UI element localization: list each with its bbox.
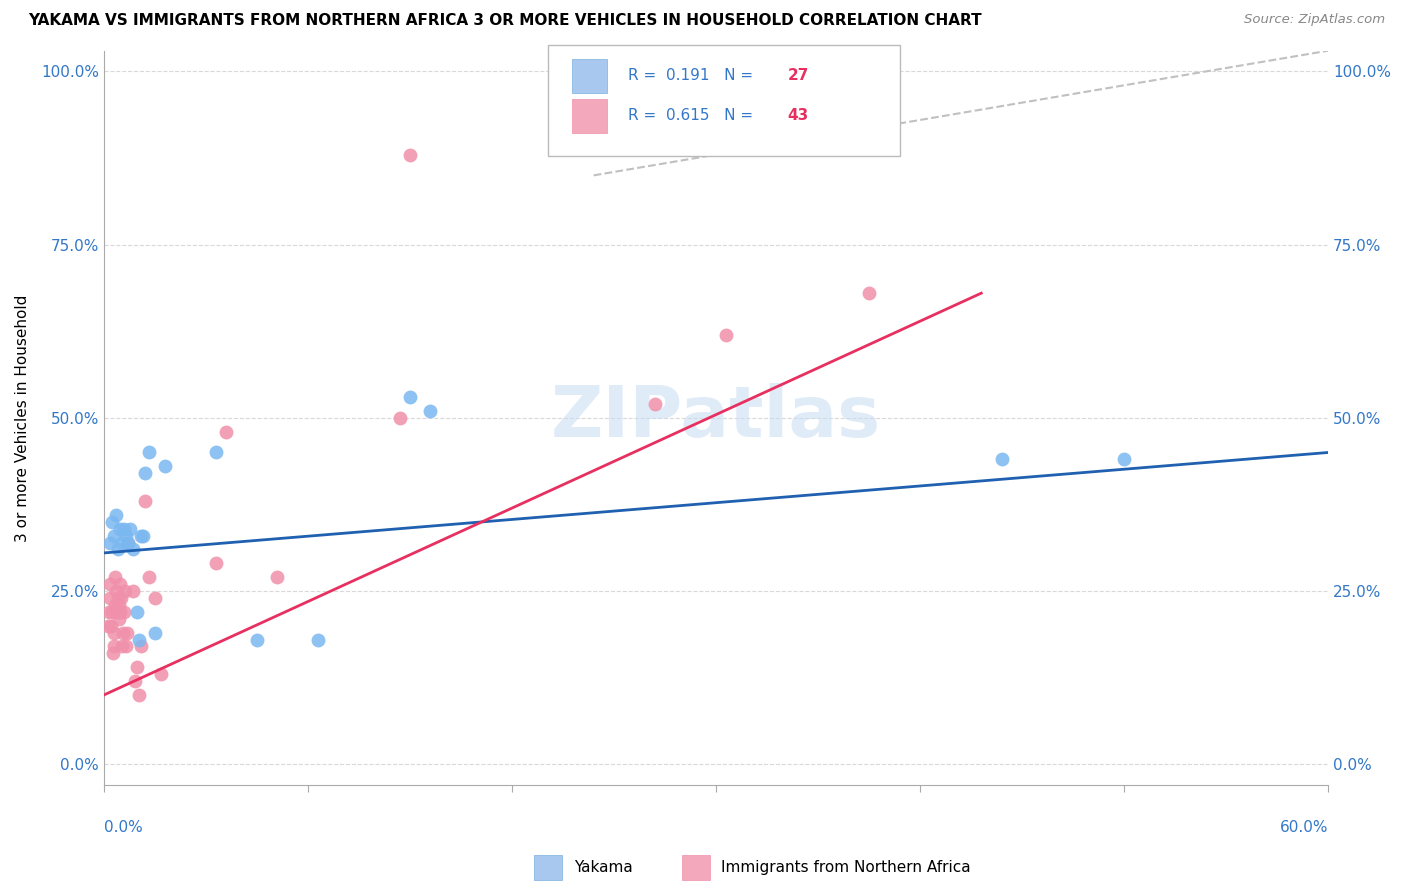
Point [205, 445, 228, 459]
Point [128, 632, 150, 647]
Point [112, 625, 135, 640]
Text: 43: 43 [787, 109, 808, 123]
Point [98, 591, 121, 605]
Point [124, 674, 146, 689]
Point [132, 528, 155, 542]
Point [107, 591, 129, 605]
Point [101, 646, 124, 660]
Point [716, 327, 738, 342]
Point [117, 535, 139, 549]
Point [143, 591, 166, 605]
Text: R =  0.191   N =: R = 0.191 N = [628, 69, 758, 83]
Text: 60.0%: 60.0% [1279, 820, 1329, 835]
Point [103, 640, 125, 654]
Y-axis label: 3 or more Vehicles in Household: 3 or more Vehicles in Household [15, 294, 30, 541]
Point [125, 605, 148, 619]
Point [134, 494, 156, 508]
Point [110, 605, 132, 619]
Point [266, 570, 288, 584]
Point [111, 535, 134, 549]
Point [117, 625, 139, 640]
Point [858, 286, 880, 301]
Point [97, 618, 120, 632]
Point [98, 535, 121, 549]
Point [103, 625, 125, 640]
Text: 27: 27 [787, 69, 808, 83]
Point [103, 570, 125, 584]
Point [150, 667, 173, 681]
Point [399, 390, 422, 404]
Point [115, 528, 138, 542]
Point [134, 467, 156, 481]
Point [399, 147, 422, 161]
Point [388, 410, 411, 425]
Point [105, 508, 128, 522]
Point [98, 605, 121, 619]
Point [100, 618, 122, 632]
Point [114, 584, 136, 599]
Point [121, 542, 143, 557]
Point [246, 632, 269, 647]
Point [110, 522, 132, 536]
Point [107, 542, 129, 557]
Point [98, 577, 121, 591]
Point [107, 612, 129, 626]
Point [105, 584, 128, 599]
Point [138, 570, 160, 584]
Point [110, 591, 132, 605]
Point [129, 528, 152, 542]
Point [307, 632, 329, 647]
Point [108, 598, 131, 612]
Point [125, 660, 148, 674]
Text: 0.0%: 0.0% [104, 820, 143, 835]
Text: Source: ZipAtlas.com: Source: ZipAtlas.com [1244, 13, 1385, 27]
Point [143, 625, 166, 640]
Text: Yakama: Yakama [574, 860, 633, 874]
Text: YAKAMA VS IMMIGRANTS FROM NORTHERN AFRICA 3 OR MORE VEHICLES IN HOUSEHOLD CORREL: YAKAMA VS IMMIGRANTS FROM NORTHERN AFRIC… [28, 13, 981, 29]
Text: ZIPatlas: ZIPatlas [551, 384, 882, 452]
Point [138, 445, 160, 459]
Point [108, 577, 131, 591]
Point [112, 605, 135, 619]
Point [215, 425, 238, 439]
Point [121, 584, 143, 599]
Point [644, 397, 666, 411]
Point [129, 640, 152, 654]
Point [120, 522, 142, 536]
Point [112, 522, 135, 536]
Point [990, 452, 1012, 467]
Point [104, 598, 127, 612]
Point [128, 688, 150, 702]
Point [101, 515, 124, 529]
Point [153, 459, 176, 474]
Point [205, 557, 228, 571]
Point [101, 605, 124, 619]
Text: R =  0.615   N =: R = 0.615 N = [628, 109, 758, 123]
Point [115, 640, 138, 654]
Point [111, 640, 134, 654]
Point [117, 535, 139, 549]
Point [419, 404, 441, 418]
Point [103, 528, 125, 542]
Point [105, 605, 128, 619]
Text: Immigrants from Northern Africa: Immigrants from Northern Africa [721, 860, 972, 874]
Point [1114, 452, 1136, 467]
